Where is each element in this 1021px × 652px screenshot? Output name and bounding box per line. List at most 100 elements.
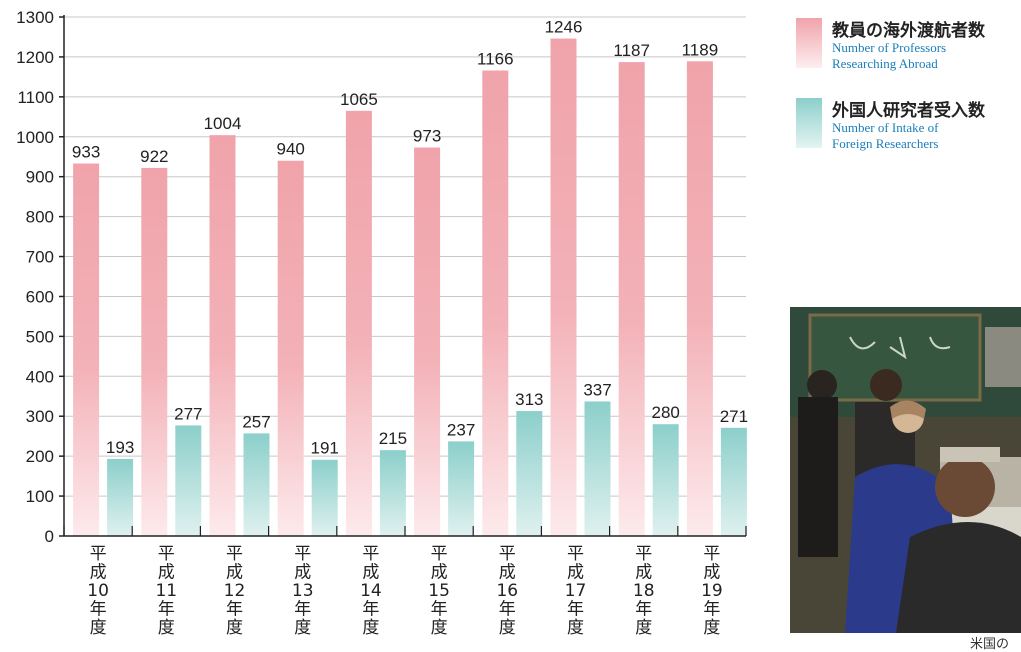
bar-professors-abroad	[345, 110, 372, 537]
x-tick-label: 度	[226, 618, 243, 638]
data-label: 271	[720, 407, 748, 426]
legend-label-en-line1: Number of Professors	[832, 40, 947, 55]
x-tick-label: 平	[158, 544, 175, 564]
data-label: 1065	[340, 90, 378, 109]
x-tick-label: 平	[703, 544, 720, 564]
bar-professors-abroad	[482, 70, 509, 537]
data-label: 1166	[477, 49, 514, 68]
legend-swatch-teal	[796, 98, 822, 148]
data-label: 1004	[204, 114, 242, 133]
bar-professors-abroad	[414, 147, 441, 536]
y-tick-label: 100	[26, 487, 54, 506]
bar-professors-abroad	[141, 167, 168, 536]
x-tick-label: 平	[362, 544, 379, 564]
data-label: 193	[106, 438, 134, 457]
bar-foreign-researchers	[107, 458, 134, 536]
y-tick-label: 0	[45, 527, 54, 546]
x-tick-label: 成	[90, 563, 107, 583]
bar-foreign-researchers	[448, 441, 475, 536]
bar-foreign-researchers	[379, 450, 406, 536]
bar-professors-abroad	[686, 61, 713, 537]
y-tick-label: 1300	[16, 8, 54, 27]
x-tick-label: 年	[567, 600, 584, 620]
bar-professors-abroad	[618, 62, 645, 537]
bar-foreign-researchers	[720, 427, 747, 536]
x-tick-label: 平	[90, 544, 107, 564]
x-tick-label: 成	[567, 563, 584, 583]
x-tick-label: 18	[633, 581, 655, 601]
x-tick-label: 19	[701, 581, 723, 601]
legend-label-jp: 外国人研究者受入数	[832, 101, 985, 121]
data-label: 337	[583, 380, 611, 399]
x-tick-label: 成	[431, 563, 448, 583]
classroom-photo-illustration	[790, 307, 1021, 633]
x-tick-label: 度	[362, 618, 379, 638]
x-tick-label: 平	[635, 544, 652, 564]
x-tick-label: 度	[90, 618, 107, 638]
x-tick-label: 成	[635, 563, 652, 583]
y-tick-label: 900	[26, 168, 54, 187]
x-tick-label: 平	[431, 544, 448, 564]
x-tick-label: 度	[431, 618, 448, 638]
data-label: 1246	[545, 18, 583, 37]
y-tick-label: 800	[26, 208, 54, 227]
legend-label-en-line2: Foreign Researchers	[832, 136, 939, 151]
x-tick-label: 度	[635, 618, 652, 638]
data-label: 277	[174, 404, 202, 423]
data-label: 933	[72, 143, 100, 162]
x-tick-label: 度	[703, 618, 720, 638]
data-label: 237	[447, 420, 475, 439]
bar-foreign-researchers	[243, 433, 270, 536]
x-tick-label: 11	[155, 581, 177, 601]
classroom-photo	[790, 307, 1021, 633]
y-tick-label: 500	[26, 327, 54, 346]
legend-label-en-line2: Researching Abroad	[832, 56, 938, 71]
data-label: 215	[379, 429, 407, 448]
x-tick-label: 年	[703, 600, 720, 620]
bars	[73, 38, 747, 537]
x-tick-label: 年	[158, 600, 175, 620]
data-label: 313	[515, 390, 543, 409]
bar-chart: 0 100 200 300 400 500 600 700 800 900 1000 1100 1200…	[16, 8, 748, 638]
x-tick-label: 15	[428, 581, 450, 601]
bar-professors-abroad	[209, 135, 236, 536]
x-tick-label: 年	[226, 600, 243, 620]
x-tick-label: 平	[499, 544, 516, 564]
y-tick-label: 700	[26, 248, 54, 267]
legend-label-en-line1: Number of Intake of	[832, 120, 939, 135]
y-tick-label: 1200	[16, 48, 54, 67]
data-label: 1189	[682, 40, 719, 59]
x-tick-label: 成	[158, 563, 175, 583]
y-tick-label: 600	[26, 287, 54, 306]
data-label: 191	[311, 439, 339, 458]
data-label: 1187	[613, 41, 650, 60]
x-tick-label: 年	[431, 600, 448, 620]
x-tick-label: 13	[292, 581, 314, 601]
legend-swatch-pink	[796, 18, 822, 68]
bar-professors-abroad	[277, 160, 304, 536]
x-tick-label: 年	[362, 600, 379, 620]
y-tick-label: 200	[26, 447, 54, 466]
x-tick-label: 12	[224, 581, 246, 601]
y-tick-label: 300	[26, 407, 54, 426]
data-label: 922	[140, 147, 168, 166]
bar-foreign-researchers	[175, 425, 202, 536]
x-tick-label: 年	[294, 600, 311, 620]
x-tick-label: 14	[360, 581, 382, 601]
x-tick-label: 度	[158, 618, 175, 638]
x-tick-label: 年	[90, 600, 107, 620]
bar-foreign-researchers	[311, 459, 338, 536]
x-tick-label: 成	[362, 563, 379, 583]
x-tick-label: 度	[499, 618, 516, 638]
bar-foreign-researchers	[652, 424, 679, 536]
bar-professors-abroad	[73, 163, 100, 536]
data-label: 280	[652, 403, 680, 422]
x-tick-label: 10	[87, 581, 109, 601]
x-tick-label: 年	[499, 600, 516, 620]
x-tick-label: 成	[703, 563, 720, 583]
y-tick-label: 1000	[16, 128, 54, 147]
data-label: 940	[277, 140, 305, 159]
x-tick-label: 度	[567, 618, 584, 638]
photo-caption: 米国の	[970, 637, 1010, 652]
x-tick-label: 成	[226, 563, 243, 583]
